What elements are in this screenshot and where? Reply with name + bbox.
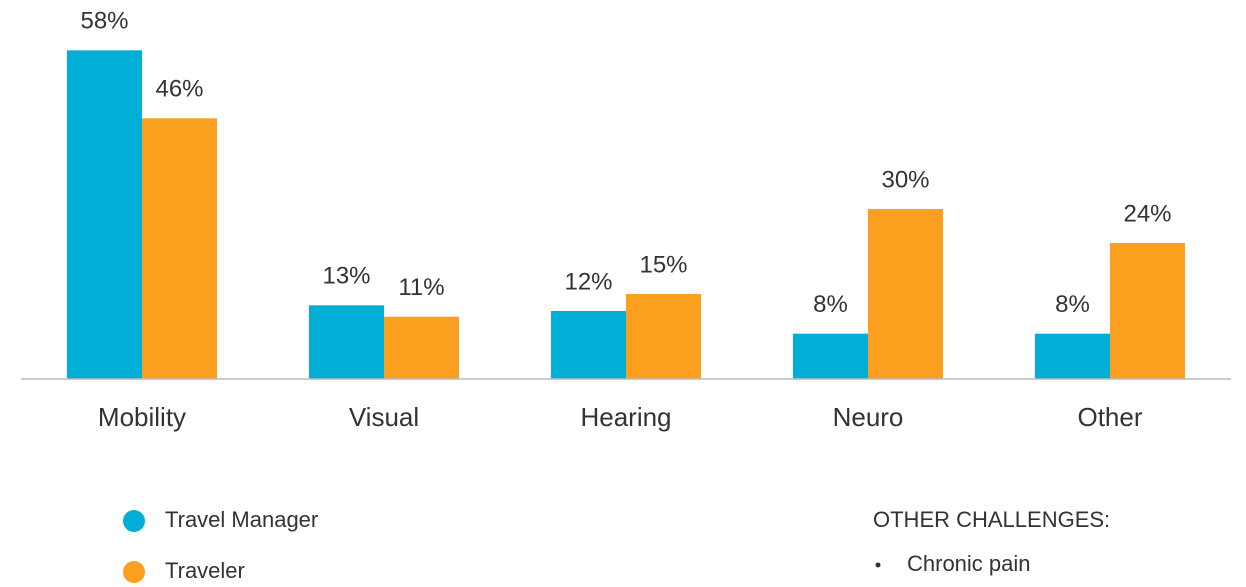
bar <box>868 209 943 379</box>
bar <box>309 305 384 379</box>
value-label: 12% <box>564 268 612 295</box>
value-label: 46% <box>155 76 203 103</box>
bar <box>551 311 626 379</box>
x-tick-label: Visual <box>349 402 419 432</box>
chart: OTHER CHALLENGES: Mobility 58% 46% Visual 13… <box>0 0 1246 587</box>
bar <box>384 317 459 379</box>
value-label: 15% <box>639 251 687 278</box>
x-tick-label: Other <box>1077 402 1142 432</box>
x-tick-label: Hearing <box>580 402 671 432</box>
legend-marker <box>123 510 145 532</box>
bullet <box>876 563 881 568</box>
value-label: 8% <box>1055 291 1090 318</box>
x-tick-label: Neuro <box>833 402 904 432</box>
value-label: 13% <box>322 263 370 290</box>
value-label: 24% <box>1123 200 1171 227</box>
bar <box>626 294 701 379</box>
value-label: 58% <box>80 8 128 35</box>
bar <box>793 334 868 379</box>
legend-label: Traveler <box>165 558 245 583</box>
note-item: Chronic pain <box>907 551 1031 576</box>
x-tick-label: Mobility <box>98 402 186 432</box>
bar <box>67 50 142 379</box>
value-label: 30% <box>881 166 929 193</box>
value-label: 8% <box>813 291 848 318</box>
bar <box>1110 243 1185 379</box>
value-label: 11% <box>398 274 444 301</box>
legend-marker <box>123 561 145 583</box>
bar <box>1035 334 1110 379</box>
page: OTHER CHALLENGES: Mobility 58% 46% Visual 13… <box>0 0 1246 587</box>
legend-label: Travel Manager <box>165 507 318 532</box>
bar <box>142 118 217 379</box>
notes-title: OTHER CHALLENGES: <box>873 507 1110 532</box>
